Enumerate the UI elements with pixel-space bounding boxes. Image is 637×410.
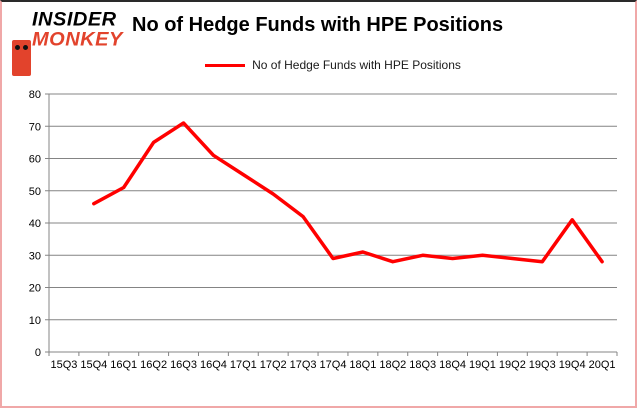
x-axis-label: 18Q4 [439, 359, 466, 371]
y-axis-label: 30 [29, 250, 41, 262]
logo-insider-text: INSIDER [32, 9, 117, 31]
y-axis-label: 0 [35, 347, 41, 359]
logo-monkey-text: MONKEY [32, 29, 123, 51]
y-axis-label: 10 [29, 315, 41, 327]
x-axis-label: 19Q3 [529, 359, 556, 371]
x-axis-label: 19Q4 [559, 359, 586, 371]
x-axis-label: 19Q2 [499, 359, 526, 371]
x-axis-label: 19Q1 [469, 359, 496, 371]
x-axis-label: 17Q1 [230, 359, 257, 371]
x-axis-label: 16Q4 [200, 359, 227, 371]
legend: No of Hedge Funds with HPE Positions [49, 57, 617, 73]
y-axis-label: 60 [29, 154, 41, 166]
x-axis-label: 18Q1 [349, 359, 376, 371]
legend-label: No of Hedge Funds with HPE Positions [252, 58, 461, 72]
y-axis-label: 20 [29, 283, 41, 295]
x-axis-label: 15Q4 [80, 359, 107, 371]
x-axis-label: 15Q3 [50, 359, 77, 371]
x-axis-label: 18Q2 [379, 359, 406, 371]
series-line-hpe [92, 121, 604, 264]
chart-title: No of Hedge Funds with HPE Positions [132, 14, 504, 36]
y-axis-label: 80 [29, 89, 41, 101]
x-axis-label: 20Q1 [589, 359, 616, 371]
x-axis-label: 17Q2 [260, 359, 287, 371]
x-axis-label: 17Q4 [320, 359, 347, 371]
monkey-icon [12, 40, 31, 76]
x-axis-label: 17Q3 [290, 359, 317, 371]
insider-monkey-logo: INSIDER MONKEY [12, 9, 123, 76]
x-axis-label: 16Q1 [110, 359, 137, 371]
legend-line-swatch [205, 63, 246, 67]
y-axis-label: 50 [29, 186, 41, 198]
y-axis-label: 70 [29, 121, 41, 133]
x-axis-label: 16Q2 [140, 359, 167, 371]
y-axis-label: 40 [29, 218, 41, 230]
x-axis-label: 18Q3 [409, 359, 436, 371]
x-axis-label: 16Q3 [170, 359, 197, 371]
